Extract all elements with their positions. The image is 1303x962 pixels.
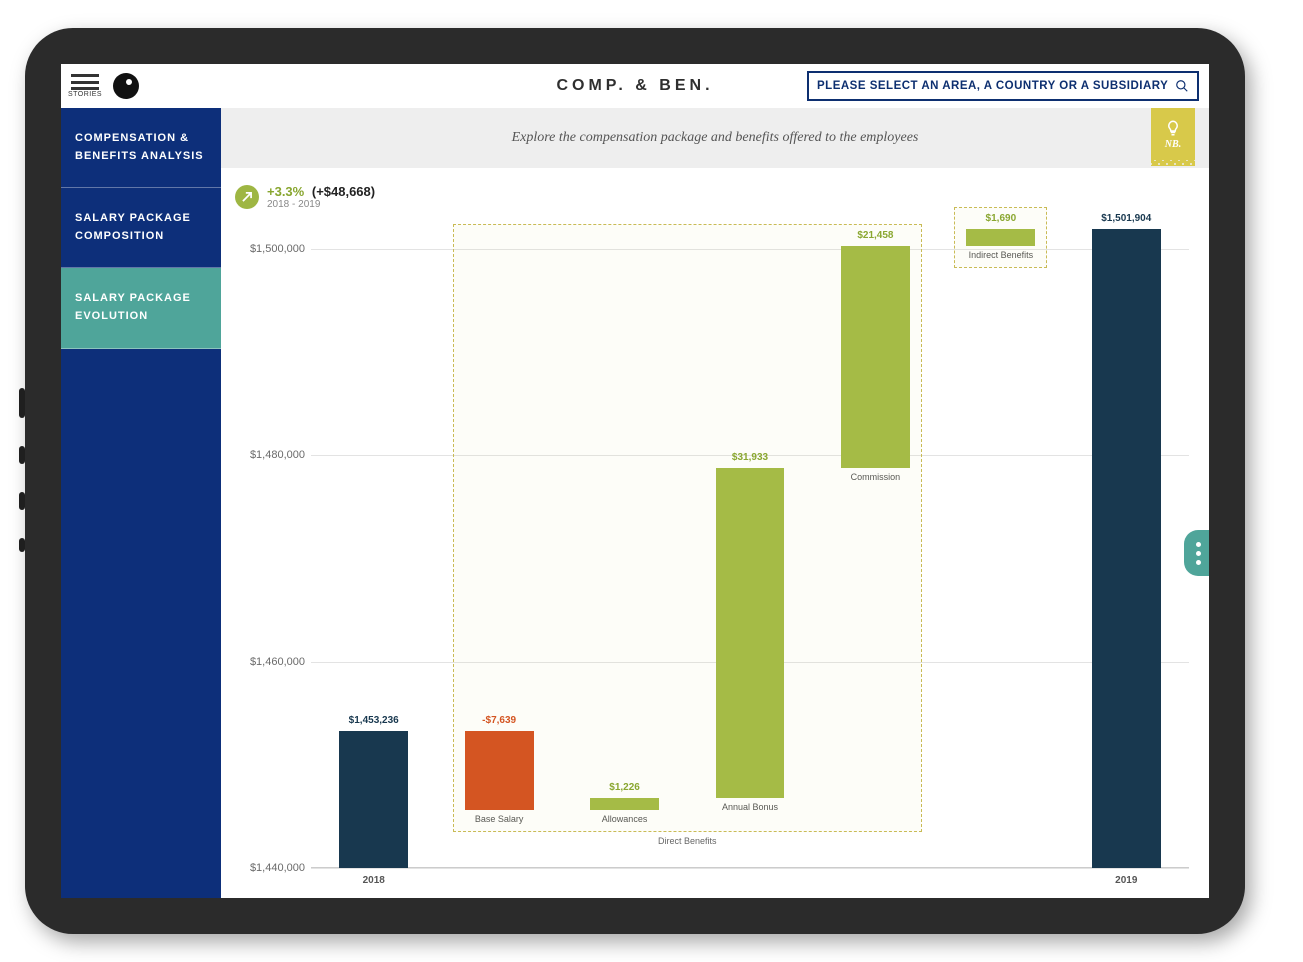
trend-up-icon — [235, 185, 259, 209]
gridline — [311, 868, 1189, 869]
kpi-summary: +3.3% (+$48,668) 2018 - 2019 — [235, 184, 375, 210]
x-axis-label: 2018 — [346, 875, 402, 886]
nb-hint-button[interactable]: NB. — [1151, 108, 1195, 160]
app-logo-icon — [113, 73, 139, 99]
tablet-physical-buttons — [19, 388, 25, 580]
x-axis-label: 2019 — [1098, 875, 1154, 886]
y-axis-tick: $1,500,000 — [225, 243, 305, 255]
chart-bar[interactable] — [339, 731, 408, 868]
y-axis-tick: $1,460,000 — [225, 656, 305, 668]
kpi-absolute: (+$48,668) — [312, 184, 375, 199]
search-icon — [1175, 79, 1189, 93]
sidebar-item[interactable]: COMPENSATION & BENEFITS ANALYSIS — [61, 108, 221, 188]
waterfall-chart: $1,500,000 $1,480,000 $1,460,000 $1,440,000… — [221, 220, 1209, 898]
context-menu-button[interactable] — [1184, 530, 1209, 576]
lightbulb-icon — [1164, 119, 1182, 137]
scope-selector-placeholder: PLEASE SELECT AN AREA, A COUNTRY OR A SU… — [817, 80, 1168, 92]
y-axis-tick: $1,440,000 — [225, 862, 305, 874]
sidebar-item[interactable]: SALARY PACKAGE COMPOSITION — [61, 188, 221, 268]
kpi-period: 2018 - 2019 — [267, 199, 375, 210]
chart-bar[interactable] — [1092, 229, 1161, 868]
tablet-frame: STORIES COMP. & BEN. PLEASE SELECT AN AR… — [25, 28, 1245, 934]
stories-menu-label: STORIES — [68, 91, 102, 98]
chart-plot-area: $1,500,000$1,480,000$1,460,000$1,440,000… — [311, 228, 1189, 868]
scope-selector[interactable]: PLEASE SELECT AN AREA, A COUNTRY OR A SU… — [807, 71, 1199, 101]
bar-value-label: $1,453,236 — [324, 715, 424, 726]
page-description: Explore the compensation package and ben… — [512, 130, 919, 146]
app-screen: STORIES COMP. & BEN. PLEASE SELECT AN AR… — [61, 64, 1209, 898]
kpi-percent: +3.3% — [267, 184, 304, 199]
bar-value-label: $1,501,904 — [1076, 213, 1176, 224]
section-sidebar: COMPENSATION & BENEFITS ANALYSISSALARY P… — [61, 108, 221, 898]
chart-group-label: Direct Benefits — [453, 836, 922, 846]
y-axis-tick: $1,480,000 — [225, 449, 305, 461]
chart-group-box — [954, 207, 1047, 268]
page-description-bar: Explore the compensation package and ben… — [221, 108, 1209, 168]
app-header: STORIES COMP. & BEN. PLEASE SELECT AN AR… — [61, 64, 1209, 108]
chart-group-box — [453, 224, 922, 832]
nb-badge-edge — [1151, 160, 1195, 166]
page-title: COMP. & BEN. — [556, 77, 713, 95]
sidebar-item[interactable]: SALARY PACKAGE EVOLUTION — [61, 268, 221, 348]
nb-label: NB. — [1165, 139, 1181, 150]
stories-menu-button[interactable]: STORIES — [67, 74, 103, 98]
hamburger-icon — [71, 74, 99, 90]
